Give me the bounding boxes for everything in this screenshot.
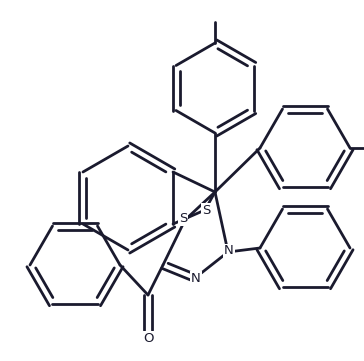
Text: O: O	[143, 331, 153, 344]
Text: N: N	[224, 244, 234, 257]
Text: N: N	[191, 271, 201, 284]
Text: S: S	[202, 204, 210, 217]
Text: S: S	[179, 213, 187, 226]
